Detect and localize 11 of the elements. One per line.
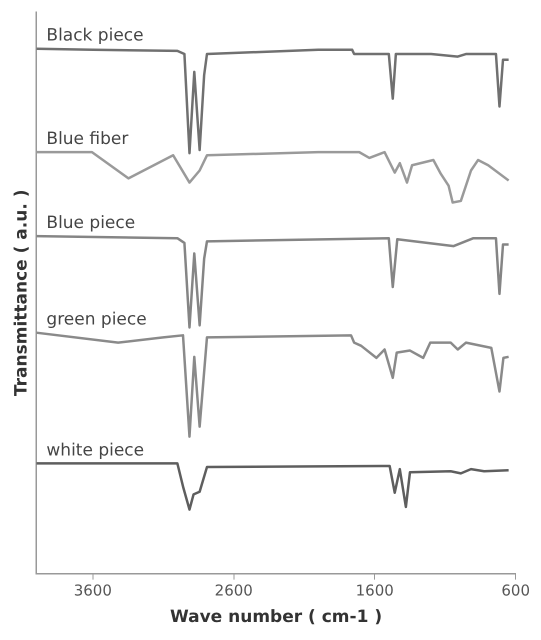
series-label: Blue fiber [46,129,128,150]
series-label: green piece [46,310,147,330]
series-label: white piece [46,440,144,460]
x-axis-title: Wave number ( cm-1 ) [170,607,382,628]
x-tick-label: 600 [501,581,530,600]
x-tick-label: 3600 [74,581,112,600]
x-tick-label: 1600 [356,581,394,600]
series-label: Blue piece [46,213,136,234]
y-axis-title: Transmittance ( a.u. ) [12,190,32,396]
x-tick-label: 2600 [214,581,253,600]
series-label: Black piece [46,26,144,46]
